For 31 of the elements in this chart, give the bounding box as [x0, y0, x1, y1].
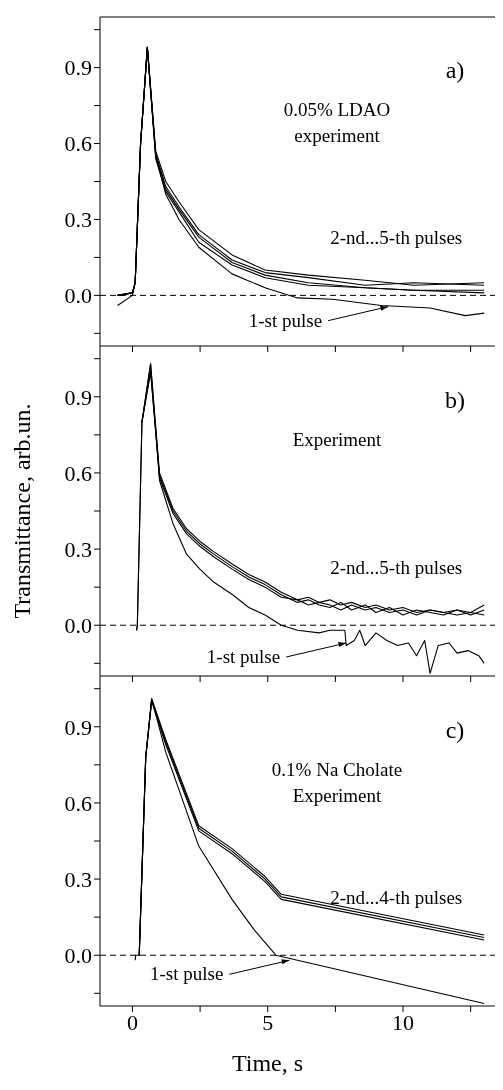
y-tick-label: 0.9 — [64, 55, 92, 81]
annotation: Experiment — [292, 785, 383, 806]
annotation: Experiment — [292, 429, 383, 450]
annotation: 0.1% Na Cholate — [271, 759, 403, 780]
annotation: 2-nd...5-th pulses — [330, 556, 463, 578]
annotation: b) — [445, 387, 465, 413]
y-tick-label: 0.3 — [64, 866, 92, 892]
annotation: 0.05% LDAO — [283, 99, 391, 120]
annotation: experiment — [294, 125, 381, 146]
annotation: 1-st pulse — [248, 309, 323, 331]
y-tick-label: 0.6 — [64, 460, 92, 486]
annotation: 1-st pulse — [150, 963, 224, 985]
annotation: 2-nd...5-th pulses — [330, 226, 463, 248]
y-tick-label: 0.0 — [64, 283, 92, 309]
y-tick-label: 0.0 — [64, 613, 92, 639]
annotation: 2-nd...4-th pulses — [330, 886, 463, 908]
x-tick-label: 10 — [392, 1009, 415, 1035]
y-axis-title: Transmittance, arb.un. — [9, 403, 35, 619]
annotation: a) — [445, 57, 465, 83]
y-tick-label: 0.0 — [64, 943, 92, 969]
y-tick-label: 0.6 — [64, 790, 92, 816]
annotation: 1-st pulse — [206, 646, 281, 667]
y-tick-label: 0.9 — [64, 714, 92, 740]
x-axis-title: Time, s — [231, 1050, 304, 1076]
annotation: c) — [445, 717, 465, 743]
x-tick-label: 0 — [126, 1009, 138, 1035]
x-tick-label: 5 — [262, 1009, 274, 1035]
y-tick-label: 0.3 — [64, 207, 92, 233]
y-tick-label: 0.3 — [64, 536, 92, 562]
y-tick-label: 0.6 — [64, 131, 92, 157]
y-tick-label: 0.9 — [64, 384, 92, 410]
